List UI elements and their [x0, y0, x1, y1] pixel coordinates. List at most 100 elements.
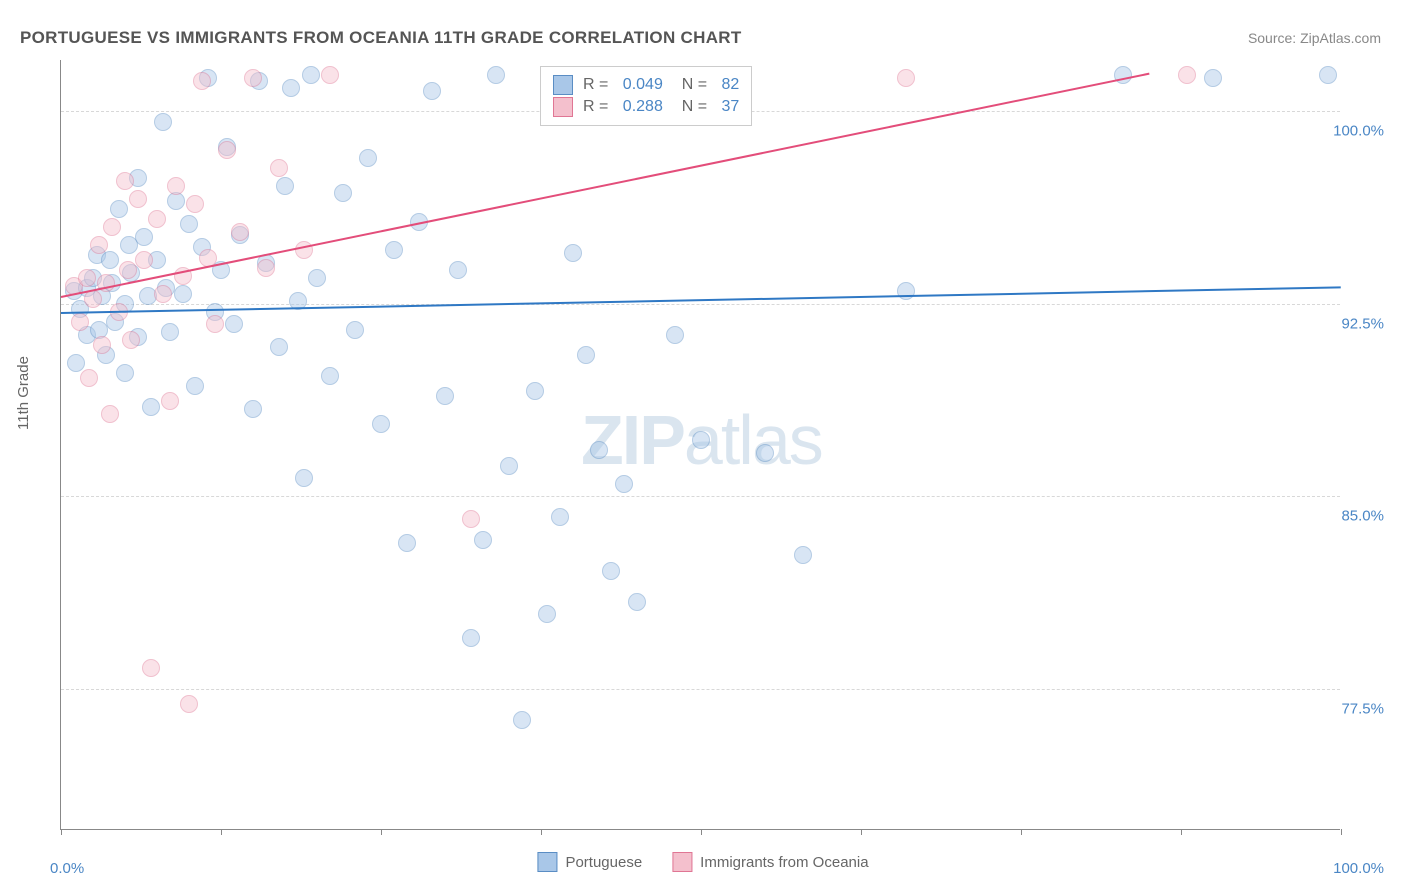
scatter-point [161, 323, 179, 341]
scatter-point [359, 149, 377, 167]
scatter-point [174, 285, 192, 303]
legend-label: Portuguese [565, 854, 642, 871]
scatter-point [122, 331, 140, 349]
scatter-point [154, 113, 172, 131]
xtick-label: 0.0% [50, 860, 84, 877]
xtick-mark [381, 829, 382, 835]
scatter-point [692, 431, 710, 449]
source-label: Source: ZipAtlas.com [1248, 30, 1381, 46]
scatter-point [487, 66, 505, 84]
stats-r-label: R = [583, 76, 613, 94]
scatter-point [90, 236, 108, 254]
stats-n-value: 82 [722, 76, 740, 94]
scatter-point [897, 69, 915, 87]
stats-r-value: 0.049 [623, 76, 663, 94]
ytick-label: 100.0% [1333, 123, 1384, 140]
xtick-mark [221, 829, 222, 835]
scatter-point [756, 444, 774, 462]
scatter-point [206, 315, 224, 333]
swatch-icon [553, 75, 573, 95]
scatter-point [346, 321, 364, 339]
scatter-point [67, 354, 85, 372]
scatter-point [186, 377, 204, 395]
scatter-point [1319, 66, 1337, 84]
scatter-point [270, 338, 288, 356]
xtick-mark [861, 829, 862, 835]
scatter-point [161, 392, 179, 410]
scatter-point [231, 223, 249, 241]
scatter-point [167, 177, 185, 195]
swatch-icon [537, 852, 557, 872]
plot-area: ZIPatlas [60, 60, 1340, 830]
scatter-point [225, 315, 243, 333]
scatter-point [526, 382, 544, 400]
xtick-mark [541, 829, 542, 835]
scatter-point [1178, 66, 1196, 84]
scatter-point [116, 364, 134, 382]
xtick-mark [1341, 829, 1342, 835]
legend-label: Immigrants from Oceania [700, 854, 868, 871]
gridline [61, 496, 1340, 497]
scatter-point [154, 285, 172, 303]
scatter-point [80, 369, 98, 387]
scatter-point [101, 405, 119, 423]
scatter-point [218, 141, 236, 159]
scatter-point [167, 192, 185, 210]
scatter-point [628, 593, 646, 611]
ytick-label: 92.5% [1341, 315, 1384, 332]
scatter-point [513, 711, 531, 729]
scatter-point [398, 534, 416, 552]
scatter-point [308, 269, 326, 287]
scatter-point [897, 282, 915, 300]
xtick-label: 100.0% [1333, 860, 1384, 877]
scatter-point [321, 367, 339, 385]
xtick-mark [61, 829, 62, 835]
gridline [61, 304, 1340, 305]
scatter-point [538, 605, 556, 623]
scatter-point [148, 210, 166, 228]
scatter-point [101, 251, 119, 269]
scatter-point [385, 241, 403, 259]
stats-row: R = 0.288 N = 37 [553, 97, 739, 117]
bottom-legend: Portuguese Immigrants from Oceania [537, 852, 868, 872]
scatter-point [244, 400, 262, 418]
scatter-point [794, 546, 812, 564]
scatter-point [193, 72, 211, 90]
scatter-point [321, 66, 339, 84]
y-axis-label: 11th Grade [15, 356, 32, 430]
scatter-point [270, 159, 288, 177]
stats-r-value: 0.288 [623, 98, 663, 116]
scatter-point [436, 387, 454, 405]
scatter-point [462, 510, 480, 528]
scatter-point [1204, 69, 1222, 87]
stats-n-label: N = [673, 76, 712, 94]
stats-row: R = 0.049 N = 82 [553, 75, 739, 95]
scatter-point [577, 346, 595, 364]
gridline [61, 689, 1340, 690]
chart-container: PORTUGUESE VS IMMIGRANTS FROM OCEANIA 11… [0, 0, 1406, 892]
scatter-point [119, 261, 137, 279]
scatter-point [1114, 66, 1132, 84]
scatter-point [142, 398, 160, 416]
legend-item-oceania: Immigrants from Oceania [672, 852, 868, 872]
scatter-point [372, 415, 390, 433]
scatter-point [334, 184, 352, 202]
xtick-mark [701, 829, 702, 835]
scatter-point [110, 200, 128, 218]
legend-item-portuguese: Portuguese [537, 852, 642, 872]
scatter-point [180, 695, 198, 713]
swatch-icon [672, 852, 692, 872]
scatter-point [449, 261, 467, 279]
scatter-point [282, 79, 300, 97]
scatter-point [135, 228, 153, 246]
trend-line [61, 286, 1341, 314]
scatter-point [129, 190, 147, 208]
scatter-point [666, 326, 684, 344]
scatter-point [462, 629, 480, 647]
ytick-label: 77.5% [1341, 700, 1384, 717]
scatter-point [78, 269, 96, 287]
scatter-point [423, 82, 441, 100]
stats-n-value: 37 [722, 98, 740, 116]
scatter-point [564, 244, 582, 262]
scatter-point [302, 66, 320, 84]
